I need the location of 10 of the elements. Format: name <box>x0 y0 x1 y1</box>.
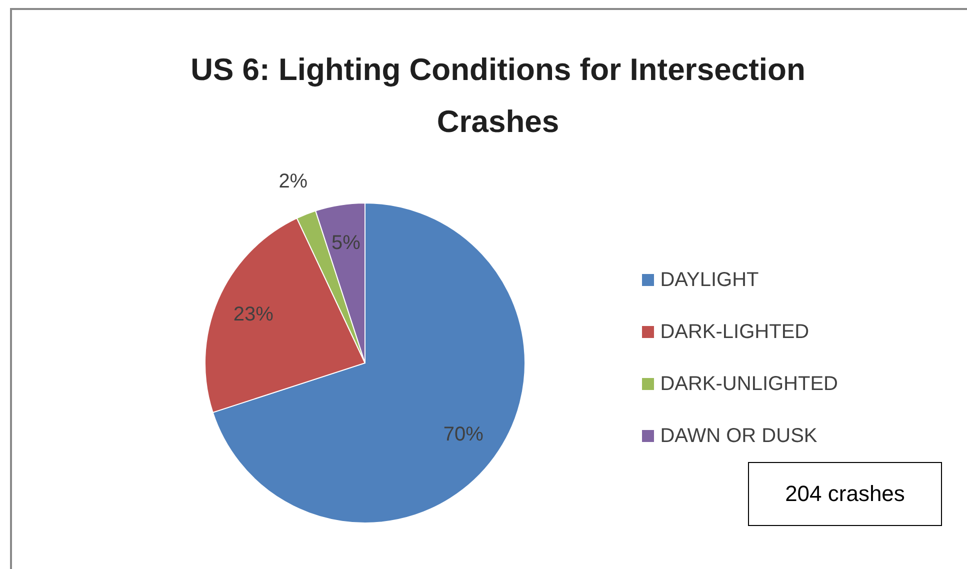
legend-label: DARK-UNLIGHTED <box>660 372 838 397</box>
data-label: 70% <box>443 423 484 446</box>
chart-title: US 6: Lighting Conditions for Intersection Crashes <box>190 51 806 141</box>
legend-label: DARK-LIGHTED <box>660 320 810 345</box>
data-label: 23% <box>233 304 274 326</box>
data-label: 2% <box>278 170 308 193</box>
text: 204 crashes <box>748 462 942 526</box>
data-label: 5% <box>332 232 361 254</box>
legend-label: DAWN OR DUSK <box>660 424 818 449</box>
legend-label: DAYLIGHT <box>660 268 759 293</box>
